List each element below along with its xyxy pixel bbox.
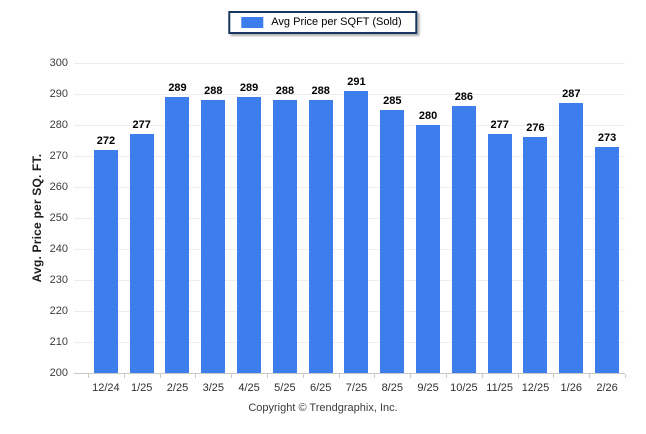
- bar: [272, 100, 297, 373]
- copyright-text: Copyright © Trendgraphix, Inc.: [248, 402, 398, 414]
- bar: [165, 97, 190, 373]
- x-tick-label: 1/25: [130, 382, 153, 394]
- x-axis-tick: [374, 374, 376, 378]
- bar: [487, 134, 512, 373]
- bar-slot: 288: [267, 63, 303, 373]
- x-tick-label: 12/24: [92, 382, 120, 394]
- y-tick-label: 240: [49, 243, 68, 255]
- x-tick-label: 8/25: [381, 382, 403, 394]
- bar-slot: 289: [231, 63, 267, 373]
- bar: [523, 137, 548, 373]
- x-tick-label: 5/25: [274, 382, 296, 394]
- x-tick-label: 2/25: [166, 382, 189, 394]
- x-axis-tick: [481, 374, 483, 378]
- bar-slot: 277: [124, 63, 160, 373]
- y-tick-label: 210: [49, 336, 68, 348]
- bar: [416, 125, 441, 373]
- x-axis-labels: 12/24 1/25 2/25 3/25 4/25 5/25 6/25 7/25 8/25 9/2…: [88, 382, 625, 394]
- x-axis-tick: [410, 374, 412, 378]
- bar: [344, 90, 369, 373]
- bar-value-label: 276: [526, 122, 545, 135]
- bar-slot: 287: [553, 63, 589, 373]
- bar: [308, 100, 333, 373]
- bar: [93, 149, 118, 373]
- x-axis-tick: [159, 374, 161, 378]
- bar-slot: 291: [339, 63, 375, 373]
- x-axis-tick: [517, 374, 519, 378]
- x-tick-label: 10/25: [450, 382, 478, 394]
- y-tick-label: 230: [49, 274, 68, 286]
- bar-value-label: 272: [96, 134, 116, 147]
- bar: [237, 97, 262, 373]
- x-axis-tick: [231, 374, 233, 378]
- bar-slot: 285: [374, 63, 410, 373]
- y-tick-label: 250: [49, 212, 68, 224]
- bar-value-label: 289: [239, 82, 259, 95]
- y-tick-label: 260: [49, 181, 68, 193]
- y-tick-label: 200: [49, 367, 68, 379]
- y-tick-label: 220: [49, 305, 68, 317]
- x-tick-label: 2/26: [596, 382, 618, 394]
- legend-label: Avg Price per SQFT (Sold): [271, 16, 402, 28]
- y-tick-label: 280: [49, 119, 68, 131]
- bar-slot: 280: [410, 63, 446, 373]
- x-axis-tick: [267, 374, 268, 378]
- bar-value-label: 277: [132, 119, 151, 132]
- bar-value-label: 288: [311, 85, 330, 98]
- x-tick-label: 12/25: [521, 382, 550, 394]
- bar-slot: 276: [518, 63, 554, 373]
- x-tick-label: 6/25: [309, 382, 332, 394]
- x-tick-label: 3/25: [202, 382, 224, 394]
- bar-value-label: 277: [490, 119, 509, 132]
- bar-slot: 272: [88, 63, 124, 373]
- bar-slot: 286: [446, 63, 482, 373]
- y-tick-label: 270: [49, 150, 68, 162]
- plot-area: 272 277 289 288 289 288 288 291 285 280 286 277 276 2…: [74, 63, 625, 374]
- x-axis-tick: [123, 374, 125, 378]
- x-axis-tick: [88, 374, 89, 378]
- bar-slot: 288: [303, 63, 339, 373]
- bar-value-label: 286: [454, 91, 474, 104]
- bar-value-label: 288: [204, 85, 223, 98]
- x-tick-label: 4/25: [238, 382, 260, 394]
- x-axis-tick: [338, 374, 340, 378]
- bar-value-label: 288: [275, 85, 295, 98]
- bar-slot: 277: [482, 63, 518, 373]
- x-tick-label: 1/26: [560, 382, 582, 394]
- x-axis-line: [74, 373, 625, 374]
- x-tick-label: 7/25: [345, 382, 368, 394]
- y-axis-ticks: 300 290 280 270 260 250 240 230 220 210 200: [28, 57, 68, 379]
- bar: [559, 103, 584, 373]
- x-axis-tick: [195, 374, 197, 378]
- bar-value-label: 273: [597, 131, 617, 144]
- gridline: [74, 63, 625, 64]
- legend: Avg Price per SQFT (Sold): [228, 11, 418, 34]
- y-tick-label: 290: [49, 88, 68, 100]
- x-tick-label: 11/25: [486, 382, 514, 394]
- x-axis-tick: [625, 374, 626, 378]
- bar: [380, 109, 405, 373]
- bar-value-label: 287: [562, 88, 581, 101]
- bar: [129, 134, 154, 373]
- x-axis-tick: [446, 374, 447, 378]
- x-tick-label: 9/25: [417, 382, 439, 394]
- legend-swatch-icon: [241, 16, 264, 28]
- x-axis-tick: [553, 374, 555, 378]
- x-axis-ticks: [88, 374, 626, 379]
- bar: [595, 146, 620, 373]
- bar: [451, 106, 476, 373]
- bar-value-label: 291: [347, 75, 366, 88]
- x-axis-tick: [589, 374, 591, 378]
- bar-slot: 273: [589, 63, 625, 373]
- bar-slot: 289: [160, 63, 196, 373]
- bar-value-label: 289: [168, 82, 187, 95]
- bar: [201, 100, 226, 373]
- bar-value-label: 285: [383, 94, 402, 107]
- bars-layer: 272 277 289 288 289 288 288 291 285 280 286 277 276 2…: [88, 63, 625, 373]
- x-axis-tick: [302, 374, 304, 378]
- bar-value-label: 280: [418, 110, 438, 122]
- y-tick-label: 300: [49, 57, 68, 69]
- bar-slot: 288: [195, 63, 231, 373]
